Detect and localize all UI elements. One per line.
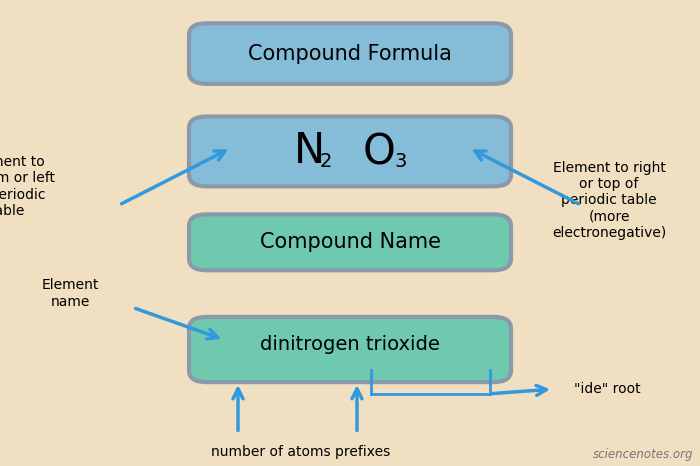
Text: 3: 3 [394,152,407,171]
Text: $\mathregular{N}$: $\mathregular{N}$ [293,130,323,172]
Text: Compound Name: Compound Name [260,233,440,252]
Text: dinitrogen trioxide: dinitrogen trioxide [260,336,440,354]
Text: Compound Formula: Compound Formula [248,44,452,63]
Text: "ide" root: "ide" root [574,382,640,396]
Text: $\mathregular{O}$: $\mathregular{O}$ [362,130,394,172]
Text: 2: 2 [319,152,332,171]
Text: Element to right
or top of
periodic table
(more
electronegative): Element to right or top of periodic tabl… [552,161,666,240]
Text: number of atoms prefixes: number of atoms prefixes [211,445,391,459]
FancyBboxPatch shape [189,214,511,270]
FancyBboxPatch shape [189,23,511,84]
Text: Element
name: Element name [41,279,99,308]
Text: sciencenotes.org: sciencenotes.org [592,448,693,461]
FancyBboxPatch shape [189,116,511,186]
Text: Element to
bottom or left
on periodic
table: Element to bottom or left on periodic ta… [0,155,55,218]
FancyBboxPatch shape [189,317,511,382]
